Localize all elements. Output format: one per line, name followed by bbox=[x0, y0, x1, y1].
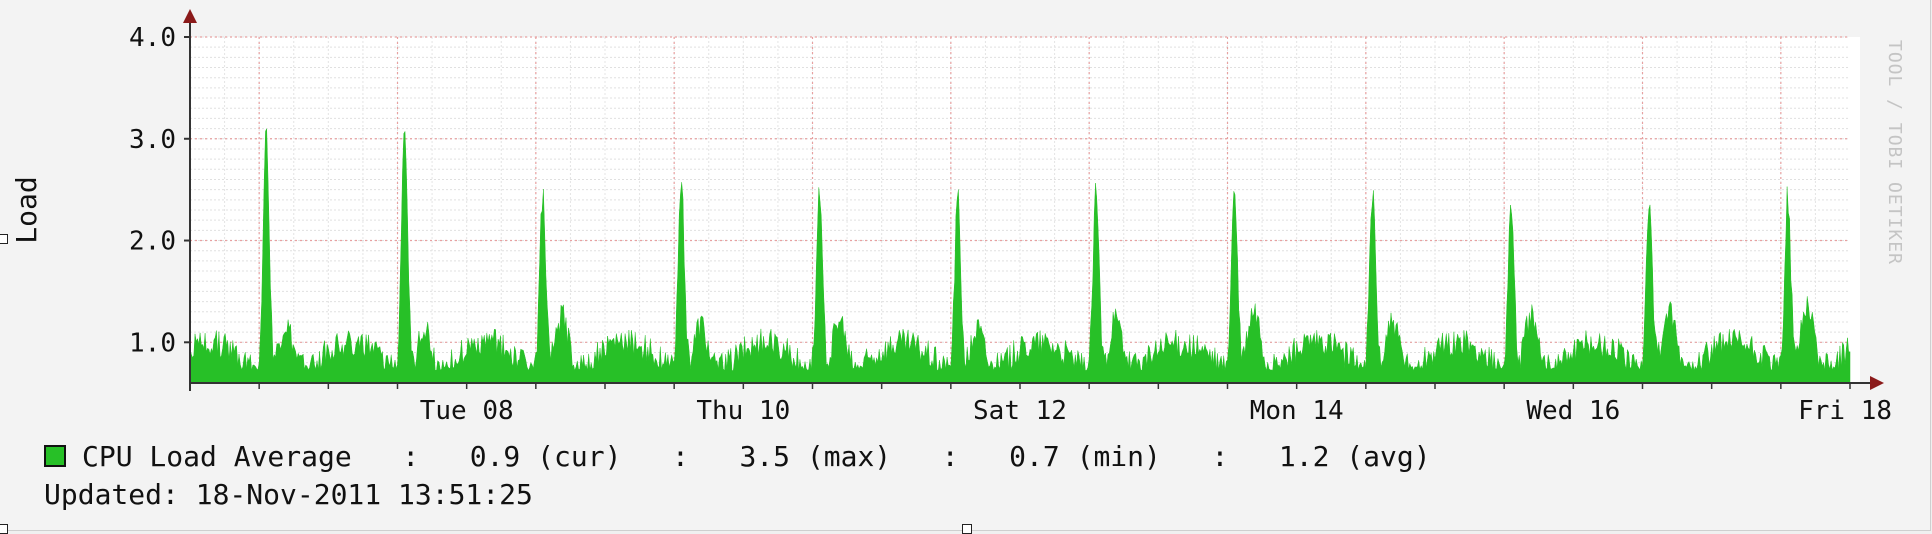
data-area-layer bbox=[189, 127, 1851, 384]
x-axis-arrow bbox=[1870, 376, 1884, 390]
resize-handle-bottom-left[interactable] bbox=[0, 524, 8, 534]
y-axis-arrow bbox=[183, 9, 197, 23]
axes bbox=[183, 9, 1884, 391]
y-tick-label: 2.0 bbox=[129, 227, 176, 257]
x-tick-labels: Tue 08 Thu 10 Sat 12 Mon 14 Wed 16 Fri 18 bbox=[420, 396, 1892, 426]
cpu-load-area bbox=[189, 127, 1851, 384]
updated-timestamp: Updated: 18-Nov-2011 13:51:25 bbox=[44, 478, 533, 511]
x-tick-label: Mon 14 bbox=[1250, 396, 1344, 426]
major-gridlines bbox=[190, 36, 1850, 383]
y-tick-label: 4.0 bbox=[129, 23, 176, 53]
x-tick-label: Thu 10 bbox=[696, 396, 790, 426]
resize-handle-left[interactable] bbox=[0, 234, 8, 244]
y-tick-label: 3.0 bbox=[129, 125, 176, 155]
plot-background bbox=[190, 37, 1860, 383]
resize-handle-bottom[interactable] bbox=[962, 524, 972, 534]
legend-text: CPU Load Average : 0.9 (cur) : 3.5 (max)… bbox=[82, 439, 1431, 473]
y-tick-label: 1.0 bbox=[129, 328, 176, 358]
x-tick-label: Sat 12 bbox=[973, 396, 1067, 426]
y-tick-labels: 1.0 2.0 3.0 4.0 bbox=[129, 23, 176, 358]
legend-swatch bbox=[44, 445, 66, 467]
y-axis-label: Load bbox=[10, 176, 43, 243]
legend-row: CPU Load Average : 0.9 (cur) : 3.5 (max)… bbox=[44, 436, 1431, 476]
x-tick-label: Fri 18 bbox=[1798, 396, 1892, 426]
rrdtool-credit: TOOL / TOBI OETIKER bbox=[1884, 40, 1905, 265]
x-tick-label: Tue 08 bbox=[420, 396, 514, 426]
x-tick-label: Wed 16 bbox=[1526, 396, 1620, 426]
